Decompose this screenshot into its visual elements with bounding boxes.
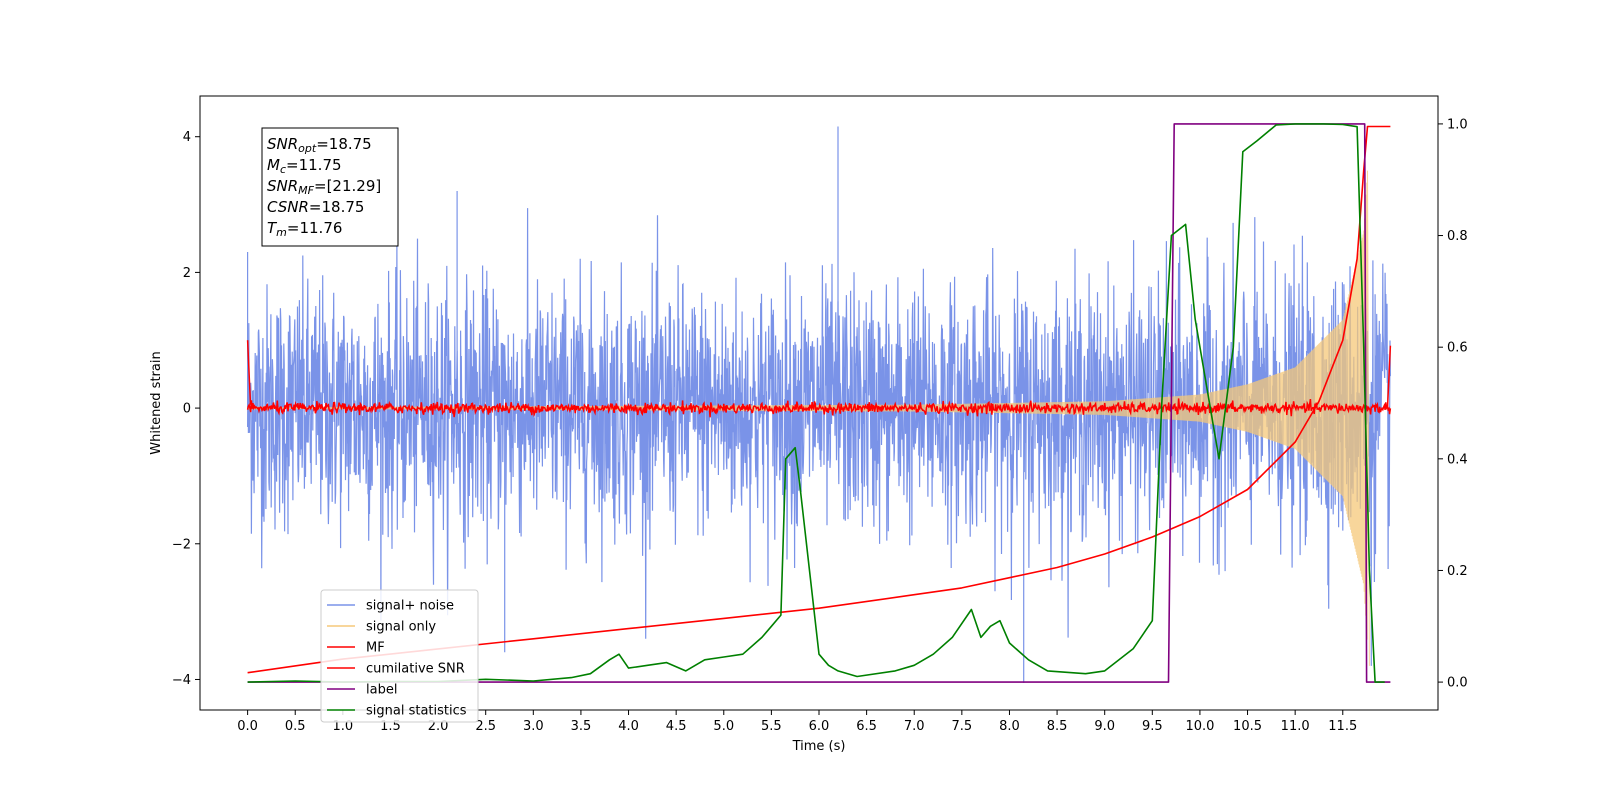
x-tick-label: 5.0 (713, 719, 734, 734)
x-tick-label: 9.5 (1142, 719, 1163, 734)
mf-layer (246, 340, 1392, 418)
series-label (247, 123, 1391, 683)
series-signal-statistics (247, 123, 1385, 683)
y2-tick-label: 0.4 (1447, 452, 1468, 467)
x-tick-label: 8.5 (1047, 719, 1068, 734)
x-tick-label: 4.5 (666, 719, 687, 734)
stats-line: CSNR=18.75 (267, 198, 364, 216)
legend-entry: label (366, 683, 397, 698)
y2-tick-label: 0.0 (1447, 676, 1468, 691)
x-tick-label: 11.5 (1328, 719, 1357, 734)
y2-axis: 0.0 0.2 0.4 0.6 0.8 1.0 (1438, 117, 1468, 691)
x-tick-label: 0.5 (285, 719, 306, 734)
legend-entry: cumilative SNR (366, 662, 465, 677)
y-tick-label: −4 (172, 673, 191, 688)
legend-entry: signal only (366, 620, 436, 635)
x-tick-label: 9.0 (1094, 719, 1115, 734)
legend-entry: signal+ noise (366, 599, 454, 614)
x-tick-label: 2.5 (475, 719, 496, 734)
x-tick-label: 10.5 (1233, 719, 1262, 734)
x-tick-label: 10.0 (1185, 719, 1214, 734)
x-tick-label: 7.5 (952, 719, 973, 734)
x-tick-label: 3.0 (523, 719, 544, 734)
y2-tick-label: 1.0 (1447, 117, 1468, 132)
plot-area (246, 123, 1392, 683)
x-tick-label: 4.0 (618, 719, 639, 734)
y-axis: −4 −2 0 2 4 (172, 130, 200, 688)
x-tick-label: 7.0 (904, 719, 925, 734)
legend-frame (320, 589, 479, 723)
x-axis: 0.0 0.5 1.0 1.5 2.0 2.5 3.0 3.5 4.0 4.5 5.0 5.5 6.0 6… (237, 710, 1357, 734)
x-tick-label: 0.0 (237, 719, 258, 734)
y-tick-label: 0 (183, 402, 191, 417)
x-tick-label: 2.0 (428, 719, 449, 734)
x-tick-label: 6.5 (856, 719, 877, 734)
legend: signal+ noise signal only MF cumilative SNR… (320, 589, 479, 723)
y2-tick-label: 0.8 (1447, 229, 1468, 244)
legend-entry: MF (366, 641, 385, 656)
y-tick-label: 4 (183, 130, 191, 145)
x-tick-label: 1.0 (333, 719, 354, 734)
legend-entry: signal statistics (366, 704, 467, 719)
series-cumilative-snr (247, 125, 1391, 674)
x-tick-label: 6.0 (809, 719, 830, 734)
x-tick-label: 5.5 (761, 719, 782, 734)
x-tick-label: 3.5 (571, 719, 592, 734)
series-mf-edges (246, 340, 1392, 409)
y-axis-label: Whitened strain (149, 351, 164, 454)
lines-layer (247, 123, 1391, 683)
x-axis-label: Time (s) (792, 739, 846, 754)
stats-line: SNRMF=[21.29] (267, 177, 381, 197)
stats-line: Mc=11.75 (267, 156, 342, 176)
stats-line: SNRopt=18.75 (267, 135, 372, 155)
series-mf (246, 398, 1392, 418)
stats-annotation: SNRopt=18.75Mc=11.75SNRMF=[21.29]CSNR=18… (261, 127, 399, 247)
series-signal-noise-peaks (247, 126, 1372, 683)
x-tick-label: 11.0 (1281, 719, 1310, 734)
stats-box-frame (261, 127, 399, 247)
stats-line: Tm=11.76 (267, 219, 342, 239)
y2-tick-label: 0.6 (1447, 341, 1468, 356)
x-tick-label: 1.5 (380, 719, 401, 734)
y-tick-label: 2 (183, 266, 191, 281)
y-tick-label: −2 (172, 537, 191, 552)
x-tick-label: 8.0 (999, 719, 1020, 734)
y2-tick-label: 0.2 (1447, 564, 1468, 579)
